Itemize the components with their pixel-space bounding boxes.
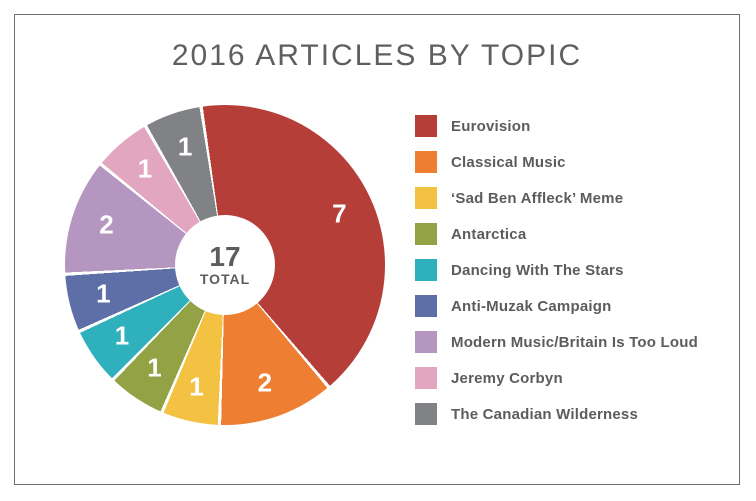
- legend-swatch: [415, 331, 437, 353]
- legend-item: Anti-Muzak Campaign: [415, 295, 725, 317]
- legend-item: Classical Music: [415, 151, 725, 173]
- total-value: 17: [209, 243, 240, 271]
- legend-swatch: [415, 259, 437, 281]
- legend-label: ‘Sad Ben Affleck’ Meme: [451, 190, 623, 207]
- chart-title: 2016 ARTICLES BY TOPIC: [15, 39, 739, 73]
- legend-item: The Canadian Wilderness: [415, 403, 725, 425]
- legend-item: Jeremy Corbyn: [415, 367, 725, 389]
- legend-label: Anti-Muzak Campaign: [451, 298, 611, 315]
- donut-chart: 17 TOTAL 721111211: [65, 105, 385, 425]
- legend-label: Modern Music/Britain Is Too Loud: [451, 334, 698, 351]
- legend-item: Eurovision: [415, 115, 725, 137]
- legend-label: Antarctica: [451, 226, 526, 243]
- legend-label: Eurovision: [451, 118, 531, 135]
- total-label: TOTAL: [200, 271, 250, 287]
- legend-item: ‘Sad Ben Affleck’ Meme: [415, 187, 725, 209]
- legend: Eurovision Classical Music ‘Sad Ben Afflec…: [415, 115, 725, 439]
- legend-label: Jeremy Corbyn: [451, 370, 563, 387]
- legend-item: Antarctica: [415, 223, 725, 245]
- legend-swatch: [415, 115, 437, 137]
- legend-item: Dancing With The Stars: [415, 259, 725, 281]
- legend-label: The Canadian Wilderness: [451, 406, 638, 423]
- donut-center: 17 TOTAL: [175, 215, 275, 315]
- legend-label: Classical Music: [451, 154, 566, 171]
- legend-swatch: [415, 403, 437, 425]
- legend-swatch: [415, 367, 437, 389]
- chart-frame: 2016 ARTICLES BY TOPIC 17 TOTAL 72111121…: [14, 14, 740, 485]
- legend-item: Modern Music/Britain Is Too Loud: [415, 331, 725, 353]
- legend-swatch: [415, 295, 437, 317]
- legend-swatch: [415, 187, 437, 209]
- legend-swatch: [415, 151, 437, 173]
- legend-label: Dancing With The Stars: [451, 262, 624, 279]
- legend-swatch: [415, 223, 437, 245]
